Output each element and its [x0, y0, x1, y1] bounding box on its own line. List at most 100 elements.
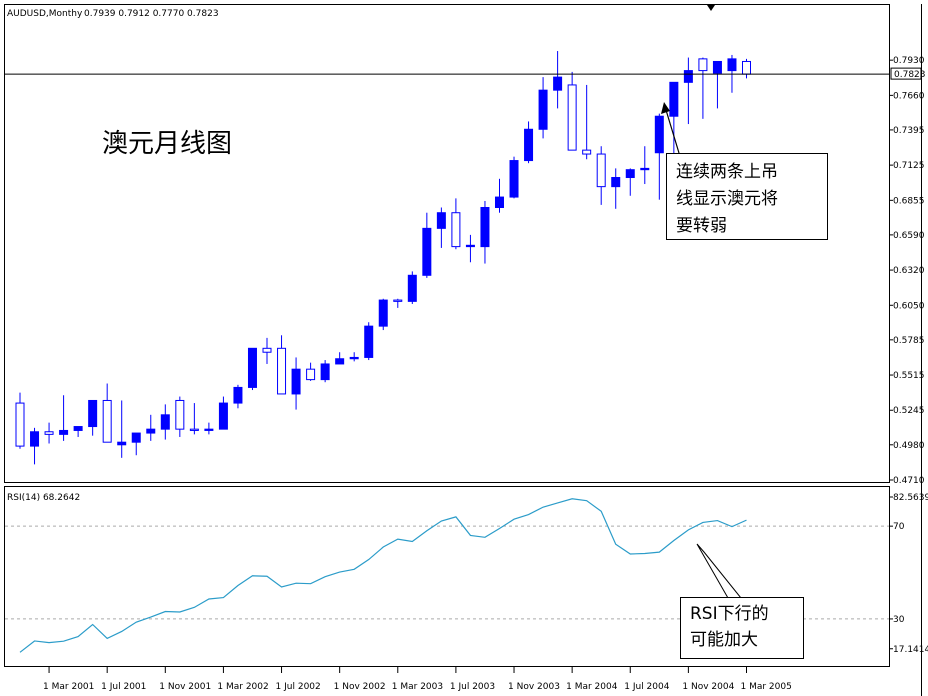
- price-axis-ticks: 0.7930 0.7660 0.7395 0.7125 0.6855 0.6590 0.63…: [889, 56, 925, 486]
- candle-2004-11: [683, 57, 693, 125]
- candle-body: [320, 363, 330, 381]
- candle-2003-11: [509, 156, 519, 199]
- candle-body: [218, 402, 228, 430]
- candle-2002-02: [204, 422, 214, 435]
- annotation-1-box: [666, 153, 828, 240]
- time-tick-label: 1 Nov 2003: [508, 682, 560, 692]
- candle-2004-06: [611, 168, 621, 209]
- price-tick-label: 0.6320: [893, 266, 925, 276]
- candle-2004-01: [538, 77, 548, 139]
- candle-body: [378, 299, 388, 327]
- candle-2003-08: [465, 234, 475, 263]
- candle-2001-10: [146, 414, 156, 441]
- candle-body: [102, 399, 112, 443]
- candle-body: [524, 128, 534, 162]
- price-tick-label: 0.7125: [893, 161, 925, 171]
- candle-body: [30, 431, 40, 447]
- candle-2004-03: [567, 71, 577, 151]
- candle-2002-11: [335, 352, 345, 365]
- candle-2004-12: [698, 57, 708, 119]
- candle-body: [698, 58, 708, 72]
- candle-body: [175, 399, 185, 430]
- annotation-1-line-3: 要转弱: [676, 216, 727, 236]
- candle-body: [189, 428, 199, 431]
- candle-2001-02: [30, 427, 40, 465]
- candle-2002-03: [218, 396, 228, 430]
- candle-2001-11: [160, 404, 170, 440]
- candle-2004-02: [553, 51, 563, 109]
- candle-2001-08: [117, 400, 127, 458]
- current-price-box: [890, 67, 922, 80]
- time-tick-label: 1 Mar 2003: [392, 682, 443, 692]
- candle-body: [742, 60, 751, 75]
- candle-body: [509, 160, 519, 198]
- candle-2004-04: [582, 84, 592, 160]
- candle-2001-04: [59, 395, 69, 441]
- time-tick-label: 1 Mar 2004: [566, 682, 618, 692]
- candle-2003-07: [451, 198, 461, 250]
- candle-2004-05: [596, 146, 606, 205]
- rsi-tick-label: 82.5639: [893, 493, 928, 503]
- price-tick-label: 0.4710: [893, 476, 925, 486]
- price-header-values: 0.7939 0.7912 0.7770 0.7823: [84, 9, 219, 19]
- candle-body: [611, 177, 621, 188]
- current-price-label: 0.7823: [894, 70, 926, 80]
- candle-2001-03: [44, 422, 54, 444]
- candle-2003-12: [524, 121, 534, 164]
- candle-body: [44, 431, 54, 435]
- candle-2002-04: [233, 384, 243, 409]
- price-tick-label: 0.6855: [893, 196, 925, 206]
- price-tick-label: 0.7930: [893, 56, 925, 66]
- candle-2002-01: [189, 403, 199, 435]
- chart-title: 澳元月线图: [102, 129, 232, 159]
- candle-2003-01: [364, 322, 374, 361]
- time-tick-label: 1 Nov 2004: [682, 682, 734, 692]
- time-tick-label: 1 Jul 2003: [450, 682, 495, 692]
- price-tick-label: 0.5515: [893, 371, 925, 381]
- rsi-series: [19, 498, 747, 653]
- candle-body: [712, 60, 722, 74]
- candle-body: [131, 432, 141, 443]
- candle-2003-02: [378, 298, 388, 331]
- candle-2002-07: [277, 335, 287, 395]
- time-tick-label: 1 Nov 2001: [159, 682, 211, 692]
- price-tick-label: 0.7395: [893, 126, 925, 136]
- price-tick-label: 0.6050: [893, 301, 925, 311]
- price-panel: [4, 4, 890, 483]
- candle-2002-09: [306, 362, 316, 381]
- candle-body: [247, 347, 257, 388]
- annotation-2-line-2: 可能加大: [690, 630, 758, 650]
- candle-body: [480, 206, 490, 248]
- candle-body: [553, 76, 563, 91]
- candle-body: [15, 402, 25, 447]
- candle-body: [364, 325, 374, 358]
- time-tick-label: 1 Jul 2002: [276, 682, 321, 692]
- candle-body: [727, 58, 737, 72]
- candle-body: [567, 84, 577, 151]
- candle-body: [669, 81, 679, 117]
- candle-2001-12: [175, 396, 185, 437]
- candle-2001-07: [102, 383, 112, 443]
- candle-2002-10: [320, 360, 330, 383]
- candle-body: [407, 274, 417, 302]
- candle-body: [306, 368, 316, 381]
- time-tick-label: 1 Jul 2004: [624, 682, 669, 692]
- candle-body: [88, 399, 98, 428]
- candle-2004-10: [669, 81, 679, 155]
- rsi-tick-label: 70: [893, 522, 905, 532]
- candle-body: [436, 212, 446, 229]
- candle-2003-03: [393, 298, 403, 308]
- candle-body: [465, 244, 475, 248]
- candle-2001-09: [131, 432, 141, 456]
- candles: [15, 51, 751, 465]
- candle-body: [291, 368, 301, 395]
- rsi-tick-label: 30: [893, 615, 905, 625]
- annotation-1-line-1: 连续两条上吊: [676, 162, 778, 182]
- candle-2003-10: [494, 178, 504, 213]
- candle-2003-04: [407, 271, 417, 304]
- candle-2003-06: [436, 207, 446, 248]
- price-header-symbol: AUDUSD,Monthy: [7, 9, 83, 19]
- candle-2004-08: [640, 146, 650, 185]
- rsi-line: [19, 498, 747, 653]
